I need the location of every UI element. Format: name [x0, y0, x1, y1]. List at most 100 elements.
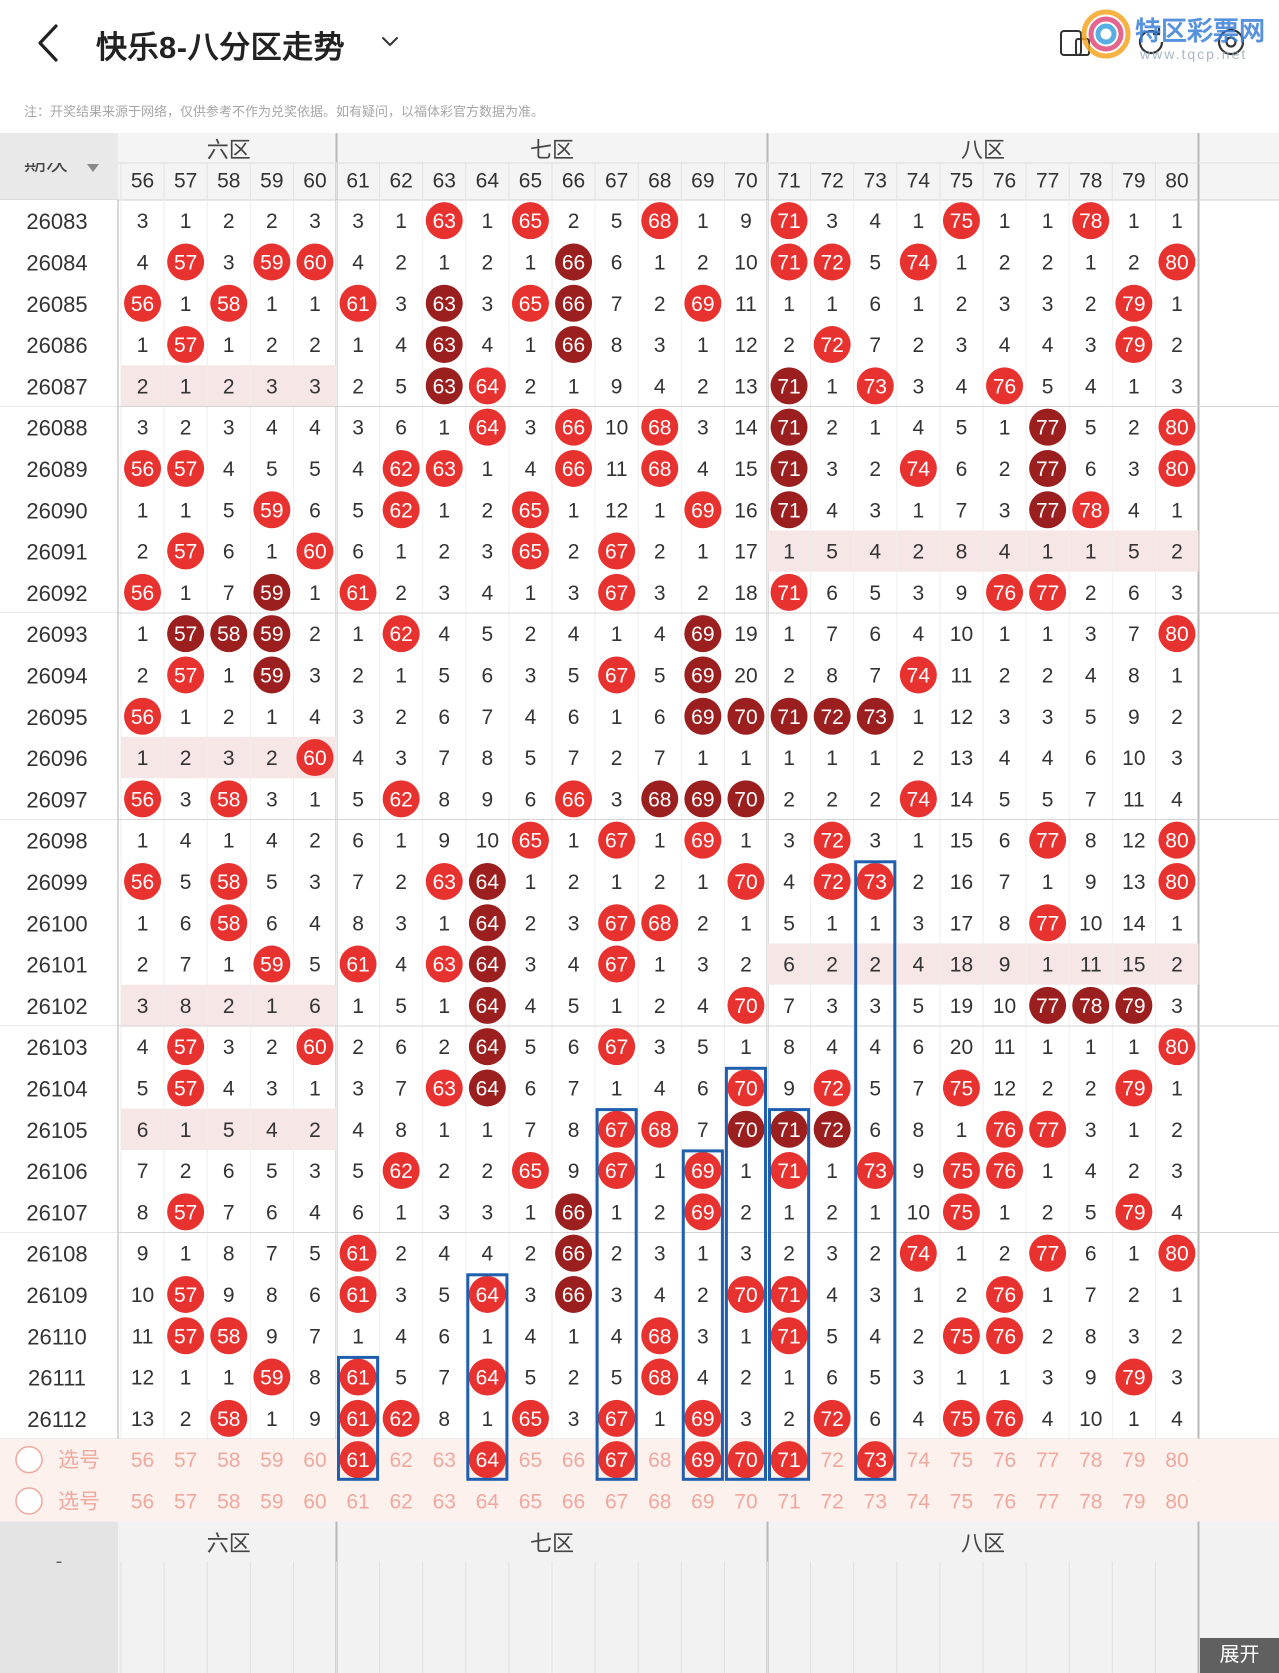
select-number[interactable]: 75: [950, 1449, 973, 1472]
drawn-number: 57: [174, 664, 197, 687]
select-number[interactable]: 70: [734, 1490, 757, 1513]
picked-number-ball[interactable]: [598, 1441, 636, 1479]
select-number[interactable]: 79: [1122, 1490, 1145, 1513]
column-header: 76: [993, 170, 1016, 193]
column-header: 74: [907, 170, 931, 193]
period-cell: [0, 282, 118, 324]
miss-count: 8: [309, 1367, 321, 1390]
select-number[interactable]: 57: [174, 1490, 197, 1513]
miss-count: 4: [266, 830, 278, 853]
miss-count: 5: [697, 1036, 709, 1059]
sort-desc-icon[interactable]: [87, 164, 99, 172]
select-number[interactable]: 58: [217, 1490, 240, 1513]
miss-count: 6: [180, 912, 192, 935]
drawn-number: 65: [519, 830, 542, 853]
chevron-down-icon[interactable]: [380, 32, 400, 52]
drawn-number: 69: [691, 1408, 714, 1431]
select-number[interactable]: 71: [777, 1490, 800, 1513]
drawn-number-ball: [339, 573, 377, 611]
select-radio-icon[interactable]: [15, 1487, 43, 1515]
select-number[interactable]: 72: [820, 1490, 843, 1513]
select-radio-icon[interactable]: [15, 1445, 43, 1474]
picked-number-ball[interactable]: [770, 1441, 808, 1479]
select-number[interactable]: 77: [1036, 1490, 1059, 1513]
select-number[interactable]: 60: [303, 1490, 326, 1513]
drawn-number-ball: [382, 491, 420, 529]
watermark-logo: 特区彩票网 www.tqcp.net: [1080, 8, 1275, 68]
select-number[interactable]: 78: [1079, 1449, 1102, 1472]
page-title[interactable]: 快乐8-八分区走势: [96, 30, 346, 65]
select-number[interactable]: 60: [303, 1449, 326, 1472]
select-number[interactable]: 76: [993, 1449, 1016, 1472]
settings-icon[interactable]: [1214, 25, 1248, 59]
picked-number-ball[interactable]: [856, 1441, 894, 1479]
miss-count: 3: [654, 1036, 666, 1059]
miss-count: 2: [266, 334, 278, 357]
expand-button[interactable]: 展开: [1200, 1638, 1279, 1673]
miss-count: 4: [697, 458, 709, 481]
select-number[interactable]: 69: [691, 1490, 714, 1513]
picked-number-ball[interactable]: [468, 1441, 506, 1479]
drawn-number: 79: [1122, 1077, 1145, 1100]
refresh-icon[interactable]: [1134, 25, 1168, 59]
select-number[interactable]: 79: [1122, 1449, 1145, 1472]
select-number[interactable]: 62: [389, 1490, 412, 1513]
chevron-left-icon[interactable]: [30, 18, 70, 68]
highlight-box: [854, 860, 897, 1481]
drawn-number: 68: [648, 1325, 671, 1348]
drawn-number-ball: [598, 1399, 636, 1437]
drawn-number-ball: [210, 904, 248, 942]
picked-number-ball[interactable]: [727, 1441, 765, 1479]
select-number[interactable]: 61: [346, 1490, 369, 1513]
select-number[interactable]: 66: [562, 1449, 585, 1472]
miss-count: 1: [309, 1077, 321, 1100]
highlight-box: [724, 1066, 768, 1481]
miss-count: 18: [734, 582, 757, 605]
picked-number-ball[interactable]: [684, 1441, 722, 1479]
period-cell: [0, 902, 118, 944]
picked-number: 61: [346, 1449, 369, 1472]
select-number[interactable]: 65: [519, 1490, 542, 1513]
miss-count: 3: [266, 1077, 278, 1100]
select-number[interactable]: 80: [1165, 1449, 1188, 1472]
miss-count: 2: [740, 1201, 752, 1224]
select-number[interactable]: 68: [648, 1449, 671, 1472]
select-number[interactable]: 66: [562, 1490, 585, 1513]
drawn-number-ball: [813, 821, 851, 859]
drawn-number: 71: [777, 499, 800, 522]
select-number[interactable]: 68: [648, 1490, 671, 1513]
select-number[interactable]: 78: [1079, 1490, 1102, 1513]
select-number[interactable]: 58: [217, 1449, 240, 1472]
miss-count: 5: [352, 499, 364, 522]
select-number[interactable]: 75: [950, 1490, 973, 1513]
select-number[interactable]: 72: [820, 1449, 843, 1472]
select-number[interactable]: 67: [605, 1490, 628, 1513]
miss-count: 3: [223, 251, 235, 274]
select-number[interactable]: 59: [260, 1490, 283, 1513]
select-number[interactable]: 56: [131, 1449, 154, 1472]
miss-count: 9: [568, 1160, 580, 1183]
select-number[interactable]: 64: [476, 1490, 500, 1513]
select-number[interactable]: 74: [907, 1449, 931, 1472]
drawn-number-ball: [555, 1234, 593, 1272]
select-number[interactable]: 62: [389, 1449, 412, 1472]
picked-number-ball[interactable]: [339, 1441, 377, 1479]
drawn-number: 77: [1036, 912, 1059, 935]
select-number[interactable]: 73: [864, 1490, 887, 1513]
select-number[interactable]: 74: [907, 1490, 931, 1513]
miss-count: 1: [180, 293, 192, 316]
select-number[interactable]: 76: [993, 1490, 1016, 1513]
select-number[interactable]: 65: [519, 1449, 542, 1472]
column-header: 72: [820, 170, 843, 193]
select-number[interactable]: 59: [260, 1449, 283, 1472]
period-label: 26112: [27, 1407, 87, 1432]
drawn-number-ball: [167, 1069, 205, 1107]
select-number[interactable]: 80: [1165, 1490, 1188, 1513]
select-number[interactable]: 77: [1036, 1449, 1059, 1472]
select-number[interactable]: 63: [433, 1449, 456, 1472]
select-number[interactable]: 56: [131, 1490, 154, 1513]
drawn-number: 79: [1122, 334, 1145, 357]
select-number[interactable]: 57: [174, 1449, 197, 1472]
select-number[interactable]: 63: [433, 1490, 456, 1513]
miss-count: 5: [568, 995, 580, 1018]
